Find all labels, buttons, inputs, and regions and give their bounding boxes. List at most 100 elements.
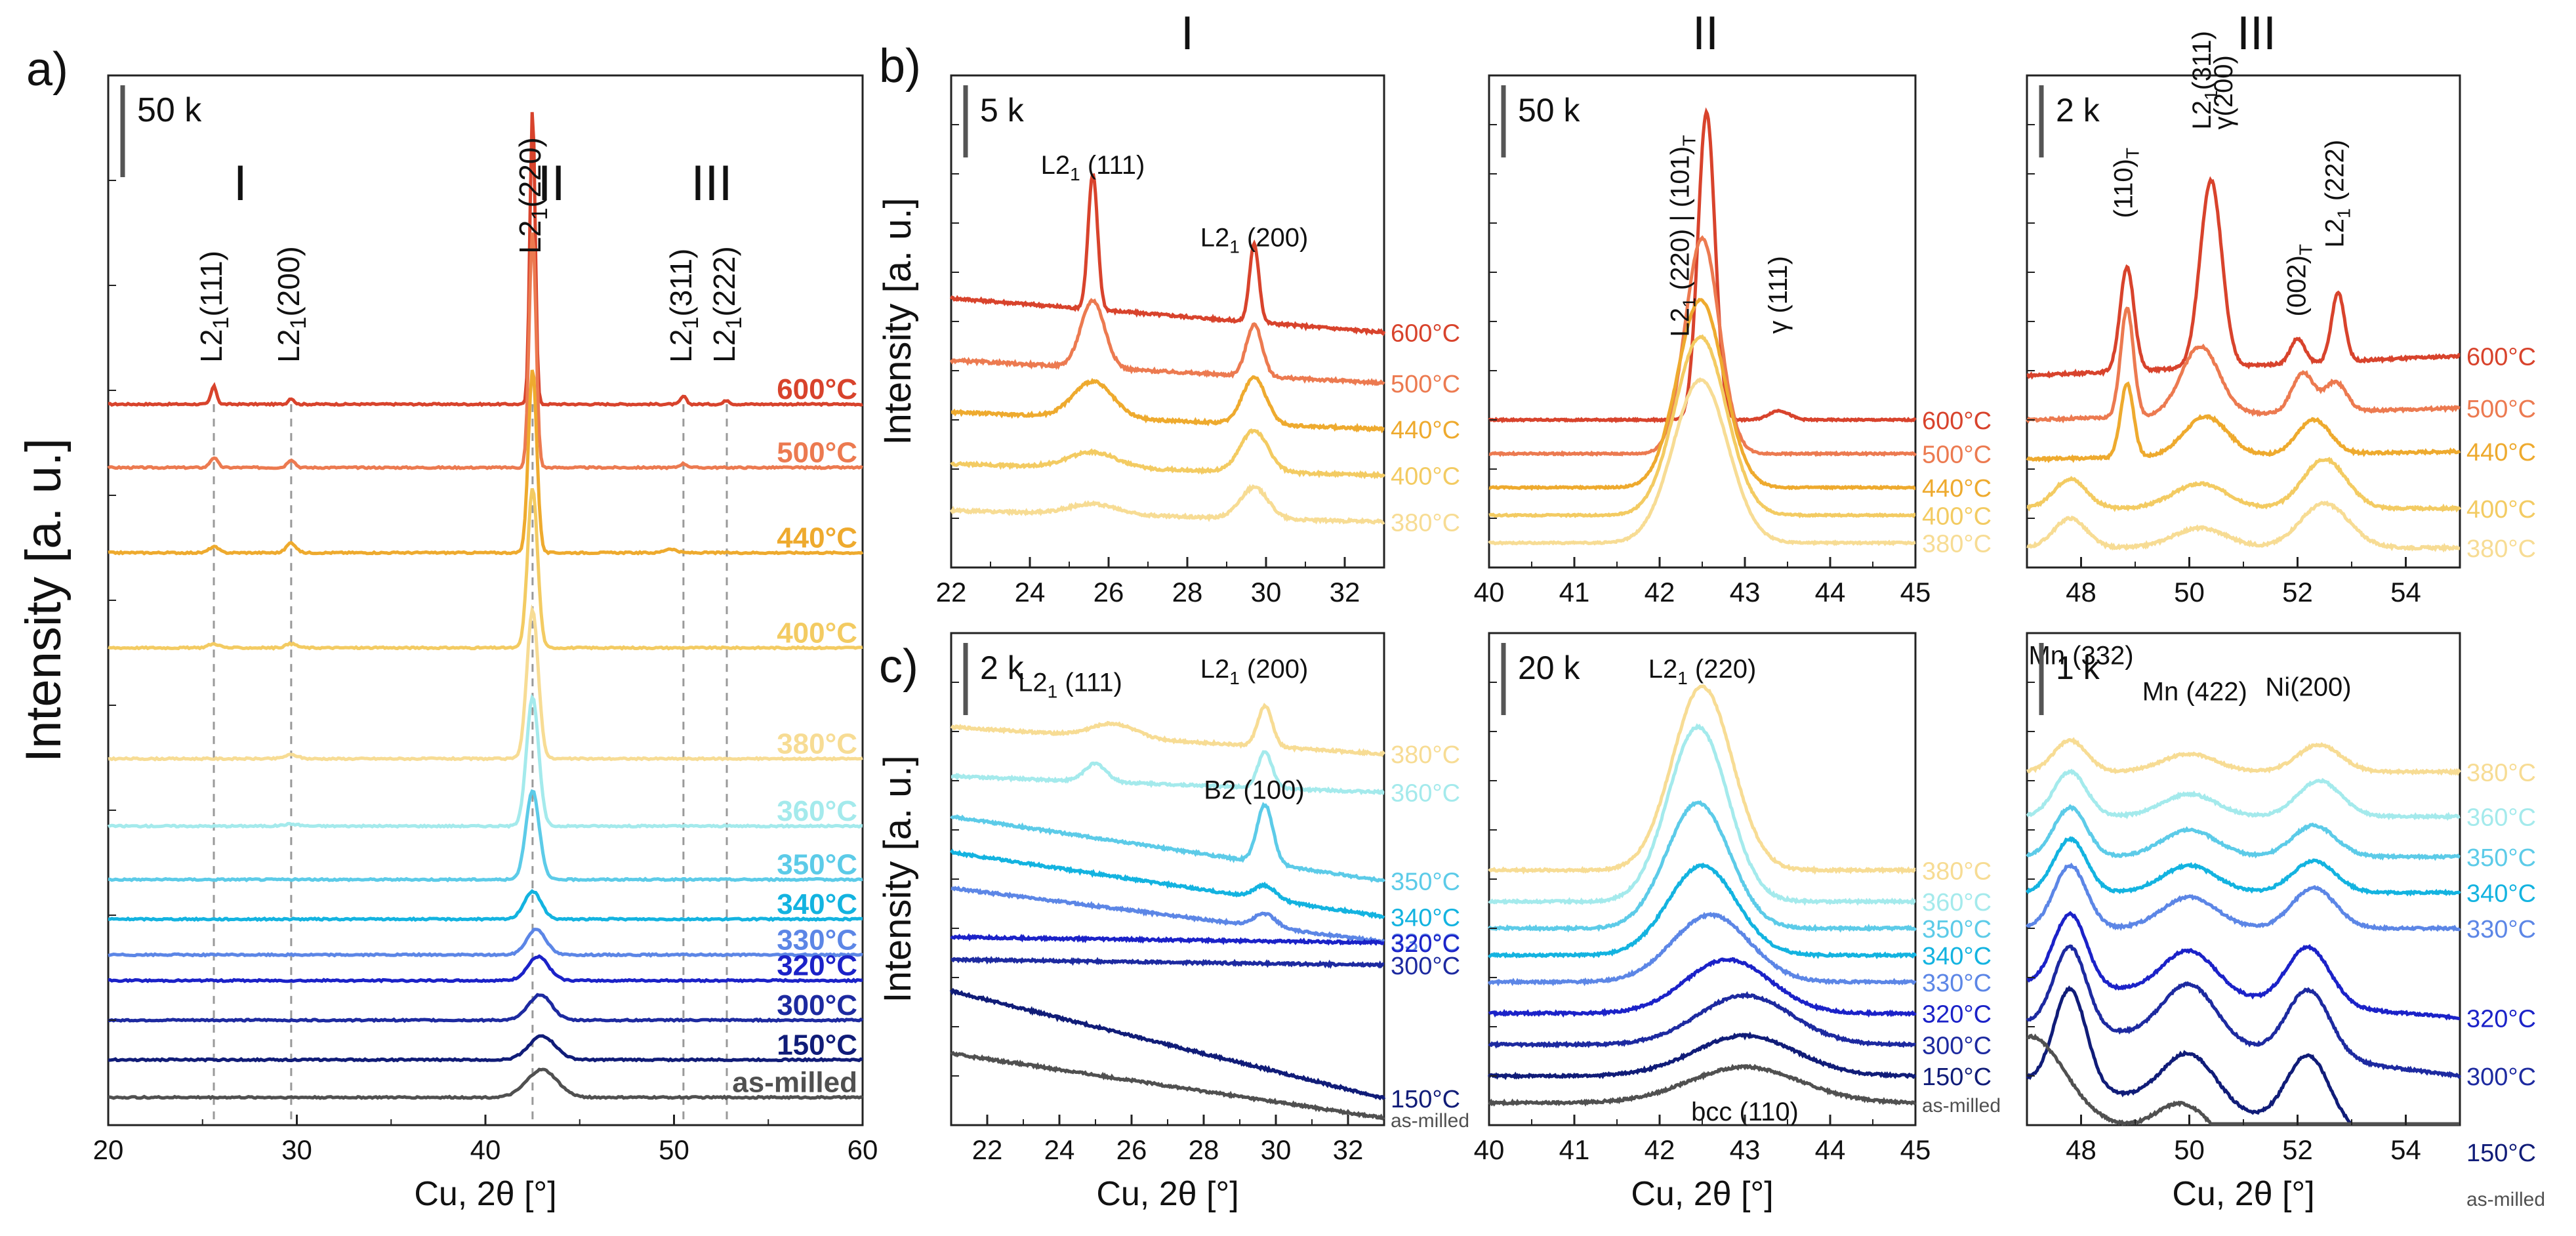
x-tick-label: 28 bbox=[1189, 1134, 1219, 1165]
series-line-380-c bbox=[950, 703, 1385, 758]
series-label: 150°C bbox=[2466, 1140, 2536, 1167]
peak-label: L21 (222) bbox=[2320, 140, 2354, 248]
peak-label: L21(222) bbox=[707, 246, 746, 362]
series-line-500-c bbox=[107, 232, 863, 471]
series-line-380-c bbox=[2026, 500, 2461, 553]
series-line-300-c bbox=[108, 993, 864, 1023]
peak-label: L21 (220) bbox=[1648, 655, 1757, 688]
region-header-iii: III bbox=[2237, 7, 2276, 60]
scale-bar-label: 50 k bbox=[1518, 92, 1581, 129]
series-line-350-c bbox=[1488, 800, 1917, 933]
x-tick-label: 40 bbox=[470, 1134, 501, 1165]
region-header-i: I bbox=[1181, 7, 1194, 60]
series-line-500-c bbox=[2026, 306, 2461, 424]
series-label: as-milled bbox=[1391, 1110, 1469, 1132]
series-line-as-milled bbox=[950, 1050, 1385, 1121]
series-label: 300°C bbox=[2466, 1063, 2536, 1091]
series-label: 600°C bbox=[2466, 344, 2536, 371]
x-tick-label: 44 bbox=[1815, 577, 1846, 608]
series-label: 300°C bbox=[777, 989, 857, 1021]
series-label: 330°C bbox=[2466, 916, 2536, 943]
series-line-600-c bbox=[949, 173, 1386, 337]
region-marker: II bbox=[538, 155, 565, 211]
series-label: 380°C bbox=[1391, 741, 1460, 769]
x-tick-label: 26 bbox=[1094, 577, 1124, 608]
series-line-360-c bbox=[951, 750, 1385, 795]
series-label: 500°C bbox=[1391, 371, 1460, 398]
x-tick-label: 42 bbox=[1645, 577, 1675, 608]
series-label: as-milled bbox=[732, 1067, 857, 1099]
scale-bar-label: 5 k bbox=[980, 92, 1025, 129]
x-tick-label: 44 bbox=[1815, 1134, 1846, 1165]
series-line-440-c bbox=[2026, 381, 2461, 464]
series-line-340-c bbox=[950, 848, 1385, 920]
x-tick-label: 30 bbox=[1251, 577, 1282, 608]
x-tick-label: 32 bbox=[1330, 577, 1360, 608]
x-tick-label: 30 bbox=[1261, 1134, 1292, 1165]
x-axis-label: Cu, 2θ [°] bbox=[1631, 1175, 1773, 1213]
series-label: 340°C bbox=[1391, 904, 1460, 932]
panel-b-III: 600°C 500°C 440°C 400°C 380°C (110)T L21(311)γ… bbox=[2026, 31, 2536, 608]
series-line-350-c bbox=[950, 802, 1386, 883]
series-line-350-c bbox=[2026, 804, 2461, 861]
peak-label: L21(111) bbox=[194, 251, 234, 363]
series-label: 320°C bbox=[777, 950, 857, 982]
scale-bar-label: 50 k bbox=[137, 91, 202, 129]
x-tick-label: 20 bbox=[93, 1134, 124, 1165]
series-label: 440°C bbox=[1922, 475, 1992, 503]
series-label: 320°C bbox=[2466, 1005, 2536, 1033]
x-tick-label: 52 bbox=[2282, 577, 2313, 608]
peak-label: Ni(200) bbox=[2265, 672, 2351, 701]
x-tick-label: 41 bbox=[1559, 1134, 1590, 1165]
scale-bar-label: 20 k bbox=[1518, 649, 1581, 686]
y-axis-label: Intensity [a. u.] bbox=[876, 197, 919, 445]
series-label: 400°C bbox=[1922, 503, 1992, 530]
series-line-320-c bbox=[950, 933, 1385, 946]
series-line-340-c bbox=[2025, 836, 2461, 897]
peak-label: L21(200) bbox=[272, 246, 311, 362]
series-label: 380°C bbox=[777, 728, 857, 760]
x-tick-label: 22 bbox=[936, 577, 967, 608]
series-label: 350°C bbox=[1391, 869, 1460, 896]
series-label: 400°C bbox=[2466, 496, 2536, 524]
series-label: 600°C bbox=[1922, 407, 1992, 435]
x-axis-label: Cu, 2θ [°] bbox=[1096, 1175, 1238, 1213]
series-line-300-c bbox=[951, 956, 1385, 969]
x-tick-label: 26 bbox=[1116, 1134, 1147, 1165]
x-tick-label: 50 bbox=[2174, 1134, 2205, 1165]
x-tick-label: 30 bbox=[281, 1134, 312, 1165]
series-label: 340°C bbox=[777, 888, 857, 920]
series-label: 320°C bbox=[1922, 1001, 1992, 1029]
series-line-600-c bbox=[1488, 107, 1917, 424]
series-label: as-milled bbox=[1922, 1095, 2001, 1117]
peak-label: (110)T bbox=[2110, 148, 2143, 218]
series-line-350-c bbox=[108, 789, 863, 883]
peak-label: L21 (111) bbox=[1018, 669, 1122, 702]
x-tick-label: 42 bbox=[1645, 1134, 1675, 1165]
peak-label: γ(200) bbox=[2209, 55, 2238, 129]
peak-label: L21(311) bbox=[2188, 31, 2221, 130]
x-tick-label: 41 bbox=[1559, 577, 1590, 608]
x-tick-label: 45 bbox=[1900, 1134, 1931, 1165]
peak-label: L21(311) bbox=[664, 249, 703, 363]
series-line-320-c bbox=[2026, 911, 2461, 1021]
series-label: 500°C bbox=[777, 437, 857, 469]
series-line-330-c bbox=[2026, 862, 2461, 932]
x-tick-label: 32 bbox=[1333, 1134, 1364, 1165]
scale-bar-label: 2 k bbox=[2056, 92, 2100, 129]
plot-frame bbox=[950, 74, 1385, 569]
series-line-600-c bbox=[2026, 176, 2461, 380]
series-label: as-milled bbox=[2466, 1189, 2545, 1210]
panel-c-III: 380°C 360°C 350°C 340°C 330°C 320°C 300°C 150°C… bbox=[2025, 632, 2545, 1213]
series-line-300-c bbox=[1488, 991, 1916, 1049]
series-line-150-c bbox=[108, 1034, 863, 1063]
x-tick-label: 50 bbox=[659, 1134, 689, 1165]
plot-frame bbox=[107, 74, 864, 1126]
peak-label: L21 (200) bbox=[1200, 655, 1309, 688]
x-tick-label: 45 bbox=[1900, 577, 1931, 608]
peak-label: L21 (220) | (101)T bbox=[1666, 135, 1700, 337]
series-line-330-c bbox=[951, 886, 1385, 945]
x-tick-label: 40 bbox=[1474, 577, 1505, 608]
x-tick-label: 48 bbox=[2066, 1134, 2096, 1165]
x-tick-label: 43 bbox=[1730, 577, 1761, 608]
